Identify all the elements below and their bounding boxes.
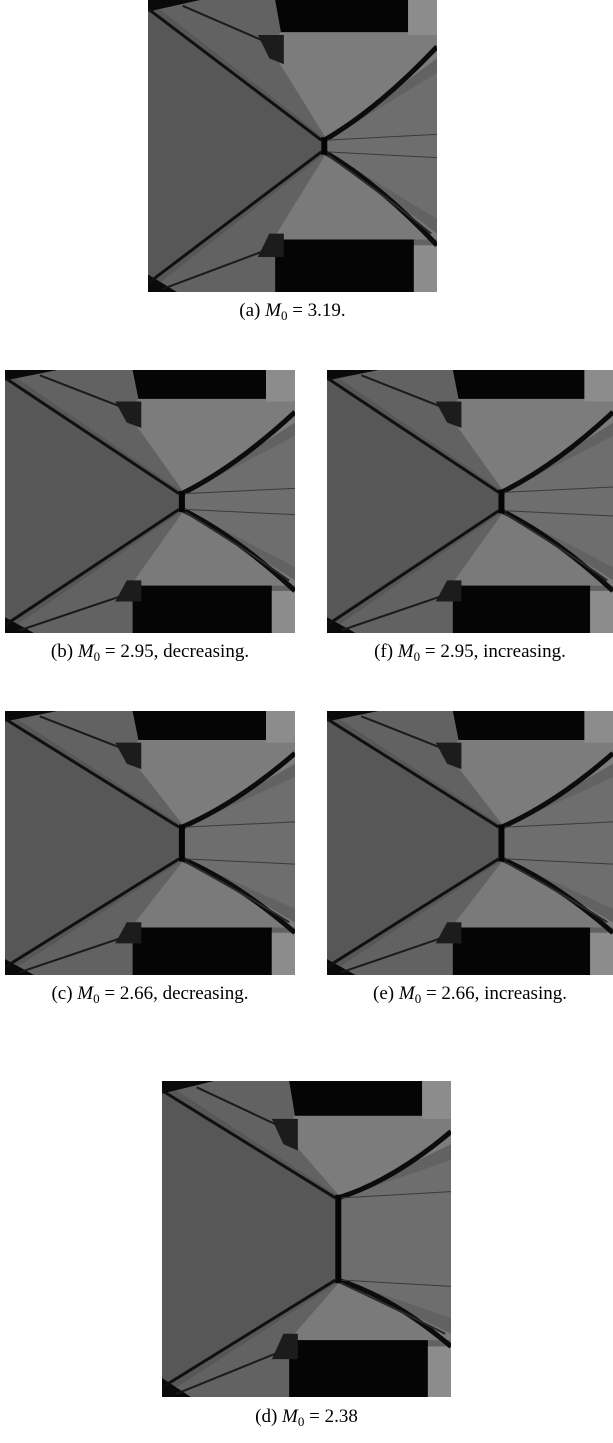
right-strip [272,933,295,975]
caption-subscript: 0 [281,308,288,323]
caption-text: = 2.95, decreasing. [105,641,249,662]
caption-text: = 2.38 [309,1406,358,1427]
caption: (b) M0 = 2.95, decreasing. [5,641,295,663]
caption-subscript: 0 [415,991,422,1006]
schlieren-image [5,711,295,975]
right-strip [584,370,613,402]
caption-symbol: M [399,983,415,1004]
right-strip [428,1346,451,1397]
top-wedge [133,711,266,740]
right-strip [422,1081,451,1119]
caption-symbol: M [77,983,93,1004]
caption: (c) M0 = 2.66, decreasing. [5,983,295,1005]
schlieren-image [162,1081,451,1397]
right-strip [590,591,613,633]
right-strip [266,711,295,743]
caption-label: (b) [51,641,73,662]
caption-symbol: M [78,641,94,662]
top-wedge [275,0,408,32]
right-strip [584,711,613,743]
figure: (a) M0 = 3.19.(b) M0 = 2.95, decreasing.… [0,0,613,1443]
right-strip [408,0,437,35]
right-strip [272,591,295,633]
right-strip [414,245,437,292]
top-wedge [289,1081,422,1116]
schlieren-image [5,370,295,633]
bottom-wedge [453,927,590,975]
caption-text: = 3.19. [292,300,345,321]
top-wedge [453,370,585,399]
bottom-wedge [453,586,590,633]
bottom-wedge [275,239,414,292]
caption: (d) M0 = 2.38 [162,1406,451,1428]
caption: (e) M0 = 2.66, increasing. [327,983,613,1005]
caption-subscript: 0 [298,1414,305,1429]
caption-text: = 2.95, increasing. [425,641,566,662]
bottom-wedge [289,1340,428,1397]
top-wedge [453,711,585,740]
caption-label: (a) [239,300,260,321]
schlieren-image [327,711,613,975]
top-wedge [133,370,266,399]
caption: (f) M0 = 2.95, increasing. [327,641,613,663]
caption-symbol: M [398,641,414,662]
right-strip [266,370,295,402]
caption-subscript: 0 [414,649,421,664]
caption-label: (f) [374,641,393,662]
caption-subscript: 0 [93,991,100,1006]
caption: (a) M0 = 3.19. [148,300,437,322]
caption-label: (c) [51,983,72,1004]
caption-label: (d) [255,1406,277,1427]
right-strip [590,933,613,975]
caption-text: = 2.66, increasing. [426,983,567,1004]
caption-text: = 2.66, decreasing. [104,983,248,1004]
caption-symbol: M [265,300,281,321]
caption-subscript: 0 [94,649,101,664]
bottom-wedge [133,586,272,633]
schlieren-image [327,370,613,633]
schlieren-image [148,0,437,292]
bottom-wedge [133,927,272,975]
caption-label: (e) [373,983,394,1004]
caption-symbol: M [282,1406,298,1427]
